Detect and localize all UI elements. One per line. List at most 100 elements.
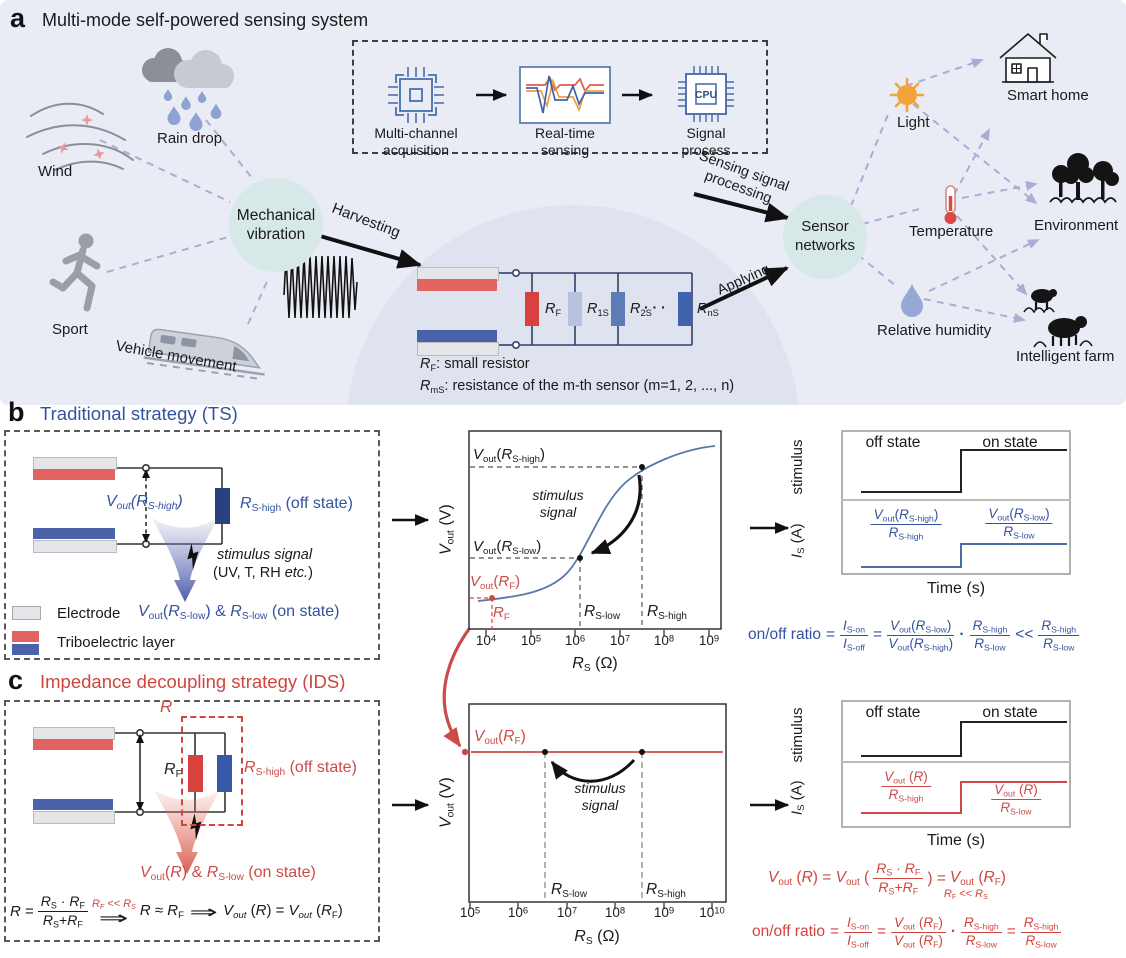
on-state-label: on state bbox=[982, 704, 1038, 721]
resistor-rs-high-c bbox=[217, 755, 232, 792]
current-step bbox=[861, 781, 1067, 814]
resistor-r1s bbox=[568, 292, 582, 326]
is-on-fraction-c: Vout (R) RS-low bbox=[991, 781, 1041, 817]
condition-note: RF << RS bbox=[943, 888, 988, 902]
vout-r-equation: Vout (R) = Vout ( RS · RF RS+RF ) = Vout … bbox=[768, 860, 1006, 902]
multi-channel-acquisition-icon bbox=[388, 67, 444, 123]
triboelectric-layer-red bbox=[33, 469, 115, 480]
terminal bbox=[511, 268, 520, 277]
circuit-note-1: RF: small resistor bbox=[420, 356, 530, 373]
is-off-fraction: Vout(RS-high) RS-high bbox=[870, 506, 942, 542]
farm-label: Intelligent farm bbox=[1016, 348, 1115, 365]
humidity-label: Relative humidity bbox=[877, 322, 992, 339]
arrowhead-up bbox=[142, 469, 150, 478]
tick: 107 bbox=[609, 633, 631, 648]
rf-c-label: RF bbox=[164, 761, 182, 781]
tick: 108 bbox=[604, 905, 626, 920]
chart-b-vout-vs-rs bbox=[468, 430, 722, 636]
current-step bbox=[861, 543, 1067, 568]
tick: 106 bbox=[507, 905, 529, 920]
panel-a-title: Multi-mode self-powered sensing system bbox=[42, 10, 369, 30]
rs-high-off-state-label: RS-high (off state) bbox=[240, 495, 353, 515]
r1s-label: R1S bbox=[587, 301, 609, 318]
smart-home-icon bbox=[999, 33, 1057, 83]
lightning-icon bbox=[190, 813, 202, 841]
panel-b-box bbox=[4, 430, 380, 660]
tick: 105 bbox=[520, 633, 542, 648]
chart-c-xlabel: RS (Ω) bbox=[574, 928, 620, 948]
legend-tribo-blue-swatch bbox=[12, 644, 39, 655]
vout-rs-high-label: Vout(RS-high) bbox=[106, 493, 183, 513]
pipeline-arrow-icon bbox=[622, 89, 654, 101]
chart-c-rs-high: RS-high bbox=[646, 881, 686, 900]
wind-icon bbox=[26, 102, 134, 171]
triboelectric-layer-blue bbox=[33, 799, 113, 810]
panel-b-title: Traditional strategy (TS) bbox=[40, 403, 238, 424]
stimulus-axis-label: stimulus bbox=[789, 439, 806, 495]
chart-b-vout-rs-low: Vout(RS-low) bbox=[473, 538, 542, 557]
is-axis-label: IS (A) bbox=[788, 523, 808, 559]
chart-b-ylabel: Vout (V) bbox=[437, 504, 457, 556]
arrowhead-up bbox=[136, 734, 144, 743]
intelligent-farm-icon bbox=[1023, 289, 1093, 348]
r-approx-equation: R = RS · RF RS+RF RF << RS ⇒ R ≈ RF ⇒ Vou… bbox=[10, 893, 343, 931]
resistor-rs-high bbox=[215, 488, 230, 524]
water-drop-icon bbox=[901, 284, 923, 317]
off-state-label: off state bbox=[865, 704, 921, 721]
r-label: R bbox=[160, 697, 173, 716]
rs-high-off-state-c-label: RS-high (off state) bbox=[244, 759, 357, 779]
resistor-r2s bbox=[611, 292, 625, 326]
sigmoid-curve bbox=[477, 445, 716, 602]
implies-arrow: RF << RS ⇒ bbox=[91, 897, 136, 928]
tick: 107 bbox=[556, 905, 578, 920]
panel-b-tag: b bbox=[8, 397, 25, 427]
arrowhead-down bbox=[142, 534, 150, 543]
chart-c-stimulus-signal: stimulus signal bbox=[574, 780, 626, 813]
tick: 105 bbox=[459, 905, 481, 920]
triboelectric-layer-red bbox=[417, 279, 497, 291]
chart-b-xlabel: RS (Ω) bbox=[572, 655, 618, 675]
tick: 106 bbox=[564, 633, 586, 648]
chart-b-vout-rf: Vout(RF) bbox=[470, 573, 521, 592]
chart-b-rs-low: RS-low bbox=[584, 603, 620, 622]
electrode-layer bbox=[33, 540, 117, 553]
stimulus-step bbox=[861, 721, 1067, 757]
tick: 108 bbox=[653, 633, 675, 648]
rns-label: RnS bbox=[697, 301, 719, 318]
stimulus-funnel-red bbox=[154, 790, 220, 874]
on-state-label: on state bbox=[982, 434, 1038, 451]
sensor-networks-hub: Sensor networks bbox=[783, 195, 867, 279]
tick: 104 bbox=[475, 633, 497, 648]
smart-home-label: Smart home bbox=[1007, 87, 1089, 104]
signal-process-label: Signal process bbox=[681, 125, 731, 158]
arrowhead-down bbox=[136, 802, 144, 811]
temperature-label: Temperature bbox=[909, 223, 994, 240]
tick: 109 bbox=[698, 633, 720, 648]
chart-c-vout-rf: Vout(RF) bbox=[474, 728, 526, 747]
environment-trees-icon bbox=[1049, 153, 1119, 204]
harvester-circuit-wires bbox=[497, 272, 693, 346]
rf-label: RF bbox=[545, 301, 562, 318]
off-state-label: off state bbox=[865, 434, 921, 451]
mechanical-vibration-hub: Mechanical vibration bbox=[229, 178, 323, 272]
legend-electrode-label: Electrode bbox=[57, 605, 121, 622]
onoff-ratio-equation-b: on/off ratio = IS-on IS-off = Vout(RS-low… bbox=[748, 618, 1080, 653]
stimulus-signal-label: stimulus signal bbox=[217, 547, 313, 563]
stimulus-arrow bbox=[550, 758, 636, 783]
onoff-ratio-equation-c: on/off ratio = IS-on IS-off = Vout (RF) Vo… bbox=[752, 915, 1062, 950]
stimulus-types-label: (UV, T, RH etc.) bbox=[213, 565, 313, 581]
panel-c-title: Impedance decoupling strategy (IDS) bbox=[40, 671, 346, 692]
tick: 1010 bbox=[699, 905, 725, 920]
dashed-links-left bbox=[99, 119, 270, 325]
stim-plot-c bbox=[841, 700, 1071, 828]
chart-c-vout-vs-rs bbox=[461, 703, 727, 909]
time-axis-label: Time (s) bbox=[926, 832, 986, 849]
stim-plot-b bbox=[841, 430, 1071, 575]
stimulus-arrow bbox=[590, 474, 642, 555]
panel-a-tag: a bbox=[10, 3, 26, 33]
electrode-layer bbox=[417, 342, 499, 356]
tick: 109 bbox=[653, 905, 675, 920]
acquisition-label: Multi-channel acquisition bbox=[374, 125, 458, 158]
implies-arrow: ⇒ bbox=[189, 901, 218, 922]
